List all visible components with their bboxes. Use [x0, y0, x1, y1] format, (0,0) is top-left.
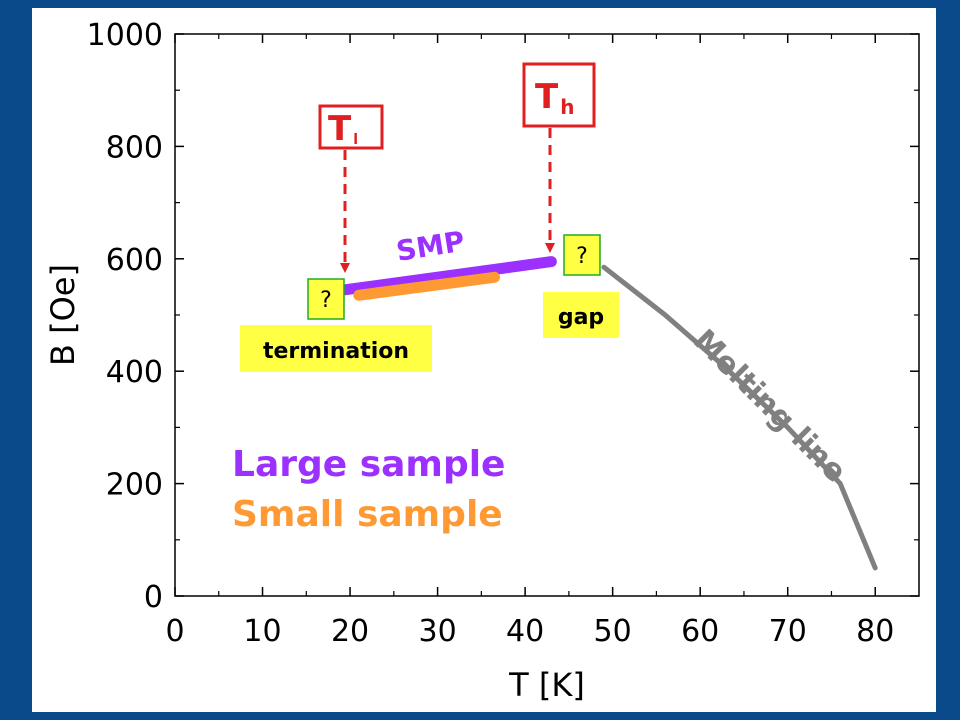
- x-tick-label: 0: [165, 614, 184, 649]
- series-large-line: [340, 256, 557, 296]
- th-label-box: [522, 62, 596, 128]
- x-tick-label: 10: [243, 614, 281, 649]
- q-box-left: [307, 278, 345, 320]
- termination-box: [240, 325, 432, 372]
- series-melting-line: [601, 264, 878, 571]
- x-tick-label: 80: [856, 614, 894, 649]
- y-tick-label: 600: [106, 243, 163, 278]
- x-tick-label: 70: [769, 614, 807, 649]
- legend-large-sample: Large sample: [232, 444, 505, 485]
- tl-subscript: l: [353, 132, 358, 148]
- x-tick-label: 20: [331, 614, 369, 649]
- gap-label: gap: [558, 305, 604, 330]
- y-tick-label: 400: [106, 355, 163, 390]
- series-small-line: [353, 271, 500, 301]
- tl-label-box: [318, 104, 384, 150]
- x-axis-label: T [K]: [508, 666, 585, 704]
- y-axis-label: B [Oe]: [44, 264, 82, 366]
- melting-line-label: Melting line: [686, 323, 853, 490]
- y-tick-label: 800: [106, 130, 163, 165]
- x-tick-label: 40: [506, 614, 544, 649]
- gap-box: [543, 292, 619, 338]
- termination-label: termination: [263, 339, 409, 364]
- smp-label: SMP: [394, 225, 467, 268]
- y-tick-label: 1000: [87, 18, 163, 53]
- q-box-right: [563, 234, 601, 276]
- q-mark-right: ?: [576, 244, 588, 269]
- q-mark-left: ?: [320, 288, 332, 313]
- x-tick-label: 60: [681, 614, 719, 649]
- x-tick-label: 30: [418, 614, 456, 649]
- chart-panel: 0 10 20 30 40 50 60 70 80 0 200 400 600 800 1000 T [K] B…: [32, 8, 936, 712]
- x-tick-label: 50: [594, 614, 632, 649]
- y-tick-label: 200: [106, 468, 163, 503]
- legend-small-sample: Small sample: [232, 494, 503, 535]
- y-tick-label: 0: [144, 580, 163, 615]
- th-subscript: h: [560, 95, 574, 119]
